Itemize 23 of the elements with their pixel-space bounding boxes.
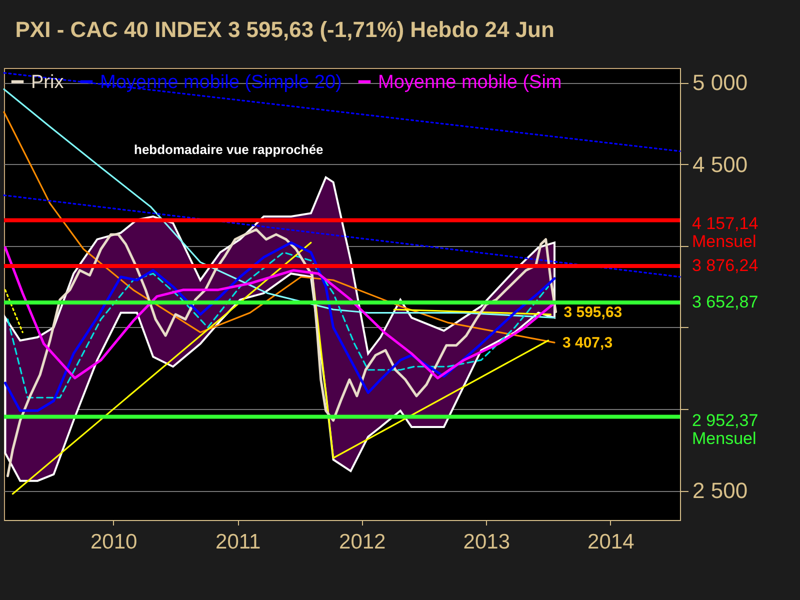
annotation: hebdomadaire vue rapprochée (134, 142, 324, 157)
x-tick-label: 2011 (216, 530, 261, 554)
annotation: 3 595,63 (564, 304, 622, 321)
line-series (3, 111, 556, 344)
ref-line-label: 4 157,14 Mensuel (692, 214, 758, 252)
legend-label: Prix (31, 72, 64, 93)
y-tick-label: 4 500 (692, 152, 748, 177)
x-tick-label: 2013 (463, 530, 510, 554)
legend-label: Moyenne mobile (Simple 20) (100, 72, 342, 93)
y-tick-label: 5 000 (692, 70, 748, 96)
x-tick-label: 2010 (90, 530, 138, 554)
line-series (6, 228, 557, 478)
x-tick-label: 2012 (339, 530, 386, 554)
line-series (6, 252, 550, 398)
legend-label: Moyenne mobile (Sim (378, 72, 562, 93)
ref-line-label: 3 876,24 (692, 256, 758, 276)
ref-line-label: 2 952,37 Mensuel (692, 410, 758, 448)
annotation: 3 407,3 (562, 334, 613, 352)
x-tick-label: 2014 (588, 530, 635, 554)
ref-line-label: 3 652,87 (692, 292, 758, 312)
line-series (4, 246, 556, 380)
y-tick-label: 2 500 (692, 478, 748, 504)
chart-title: PXI - CAC 40 INDEX 3 595,63 (-1,71%) Hebdo 24 Jun (15, 17, 554, 42)
